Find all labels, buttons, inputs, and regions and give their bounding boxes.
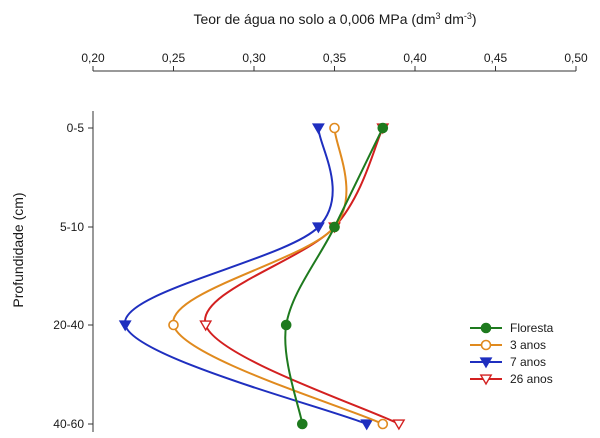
legend: Floresta 3 anos 7 anos 26 anos [470,321,554,386]
series-7-anos [118,123,374,431]
series-floresta [280,122,389,430]
axes: 0,20 0,25 0,30 0,35 0,40 0,45 0,50 0-5 5-10 20-40… [53,51,588,432]
legend-label: Floresta [510,321,554,335]
data-point-26-anos [392,419,406,431]
data-point-7-anos [118,320,132,332]
legend-item-26-anos: 26 anos [470,372,553,386]
x-tick-label: 0,50 [564,51,588,65]
x-axis-title-sup2: -3 [464,11,472,21]
data-point-floresta [296,418,308,430]
data-point-floresta [377,122,389,134]
legend-label: 3 anos [510,338,546,352]
x-tick-label: 0,35 [323,51,347,65]
series-line-3-anos [172,127,384,425]
legend-item-3-anos: 3 anos [470,338,546,352]
data-point-7-anos [360,419,374,431]
data-point-7-anos [311,222,325,234]
data-point-floresta [280,319,292,331]
series-line-26-anos [204,127,400,425]
x-tick-label: 0,25 [162,51,186,65]
legend-label: 7 anos [510,355,546,369]
y-tick-label: 40-60 [53,417,84,431]
x-tick-label: 0,30 [242,51,266,65]
legend-marker [479,357,493,369]
x-axis-title: Teor de água no solo a 0,006 MPa (dm3 dm… [193,11,476,27]
x-tick-label: 0,40 [403,51,427,65]
series-line-floresta [284,127,384,425]
data-point-3-anos [377,418,389,430]
y-tick-label: 0-5 [67,121,85,135]
y-tick-label: 5-10 [60,220,84,234]
legend-marker [480,339,492,351]
legend-item-7-anos: 7 anos [470,355,546,369]
legend-marker [479,374,493,386]
data-point-floresta [329,221,340,233]
legend-marker [480,322,492,334]
series-layer [118,122,406,431]
series-3-anos [168,122,389,430]
data-point-3-anos [329,122,340,134]
x-tick-label: 0,45 [484,51,508,65]
x-tick-label: 0,20 [81,51,105,65]
legend-item-floresta: Floresta [470,321,554,335]
y-tick-label: 20-40 [53,318,84,332]
data-point-7-anos [311,123,325,135]
y-axis-title: Profundidade (cm) [10,192,26,307]
data-point-26-anos [199,320,213,332]
x-axis-title-sup1: 3 [436,11,441,21]
series-line-7-anos [124,127,368,425]
legend-label: 26 anos [510,372,553,386]
data-point-3-anos [168,319,179,331]
series-26-anos [199,123,406,431]
